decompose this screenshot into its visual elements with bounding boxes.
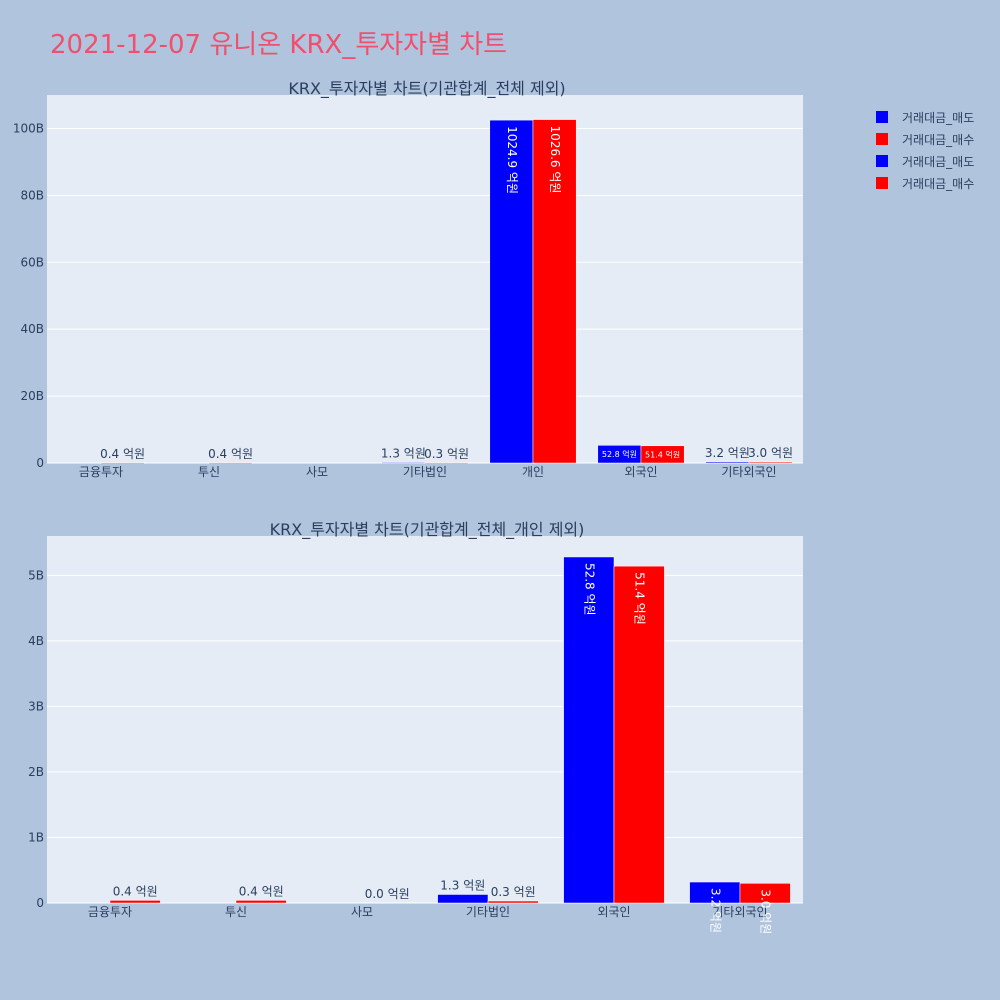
page-title: 2021-12-07 유니온 KRX_투자자별 차트 bbox=[50, 30, 508, 60]
legend-swatch bbox=[876, 155, 888, 167]
chart-title: KRX_투자자별 차트(기관합계_전체 제외) bbox=[288, 79, 565, 99]
legend-item[interactable]: 거래대금_매도 bbox=[876, 150, 974, 172]
legend-label: 거래대금_매도 bbox=[902, 110, 975, 125]
data-label: 52.8 억원 bbox=[602, 449, 637, 459]
x-tick-label: 외국인 bbox=[624, 465, 657, 479]
legend-label: 거래대금_매도 bbox=[902, 154, 975, 169]
legend-swatch bbox=[876, 177, 888, 189]
x-tick-label: 투신 bbox=[225, 905, 247, 919]
data-label: 0.4 억원 bbox=[100, 447, 145, 461]
data-label: 0.4 억원 bbox=[113, 884, 158, 898]
x-tick-label: 사모 bbox=[306, 465, 328, 479]
y-tick-label: 80B bbox=[20, 188, 44, 202]
bar bbox=[739, 883, 791, 904]
y-tick-label: 0 bbox=[36, 896, 44, 910]
data-label: 3.2 억원 bbox=[708, 888, 722, 933]
y-tick-label: 2B bbox=[28, 765, 44, 779]
data-label: 3.2 억원 bbox=[705, 446, 750, 460]
x-tick-label: 기타외국인 bbox=[721, 465, 776, 479]
x-tick-label: 금융투자 bbox=[88, 905, 132, 919]
legend-label: 거래대금_매수 bbox=[902, 132, 975, 147]
data-label: 0.3 억원 bbox=[491, 885, 536, 899]
x-tick-label: 사모 bbox=[351, 905, 373, 919]
x-tick-label: 투신 bbox=[198, 465, 220, 479]
plot-area bbox=[47, 536, 803, 903]
data-label: 51.4 억원 bbox=[645, 449, 680, 459]
data-label: 0.3 억원 bbox=[424, 447, 469, 461]
bar bbox=[424, 462, 469, 464]
data-label: 1.3 억원 bbox=[440, 878, 485, 892]
y-tick-label: 0 bbox=[36, 456, 44, 470]
y-tick-label: 20B bbox=[20, 389, 44, 403]
bar bbox=[235, 900, 287, 904]
data-label: 3.0 억원 bbox=[748, 446, 793, 460]
bar bbox=[748, 461, 793, 464]
x-tick-label: 기타법인 bbox=[466, 905, 510, 919]
legend-label: 거래대금_매수 bbox=[902, 176, 975, 191]
bar bbox=[100, 462, 145, 464]
x-tick-label: 기타외국인 bbox=[712, 905, 767, 919]
y-tick-label: 5B bbox=[28, 568, 44, 582]
data-label: 52.8 억원 bbox=[582, 563, 596, 616]
bar bbox=[109, 900, 161, 904]
x-tick-label: 금융투자 bbox=[79, 465, 123, 479]
y-tick-label: 60B bbox=[20, 255, 44, 269]
data-label: 1026.6 억원 bbox=[548, 126, 562, 194]
legend-item[interactable]: 거래대금_매수 bbox=[876, 128, 974, 150]
data-label: 3.0 억원 bbox=[759, 889, 773, 934]
x-tick-label: 개인 bbox=[522, 465, 544, 479]
x-tick-label: 외국인 bbox=[597, 905, 630, 919]
chart-title: KRX_투자자별 차트(기관합계_전체_개인 제외) bbox=[270, 520, 585, 540]
bar bbox=[437, 894, 489, 904]
data-label: 0.4 억원 bbox=[239, 884, 284, 898]
bar bbox=[705, 461, 750, 464]
data-label: 0.4 억원 bbox=[208, 447, 253, 461]
bar bbox=[532, 119, 577, 464]
legend-item[interactable]: 거래대금_매도 bbox=[876, 106, 974, 128]
bar bbox=[381, 462, 426, 464]
legend-swatch bbox=[876, 133, 888, 145]
x-tick-label: 기타법인 bbox=[403, 465, 447, 479]
data-label: 0.0 억원 bbox=[365, 887, 410, 901]
bar bbox=[487, 900, 539, 904]
data-label: 51.4 억원 bbox=[633, 572, 647, 625]
bar bbox=[563, 556, 615, 904]
bar bbox=[640, 445, 685, 464]
data-label: 1024.9 억원 bbox=[505, 126, 519, 194]
legend: 거래대금_매도 거래대금_매수 거래대금_매도 거래대금_매수 bbox=[876, 106, 974, 194]
plot-area bbox=[47, 95, 803, 463]
legend-item[interactable]: 거래대금_매수 bbox=[876, 172, 974, 194]
y-tick-label: 3B bbox=[28, 699, 44, 713]
y-tick-label: 40B bbox=[20, 322, 44, 336]
bar bbox=[208, 462, 253, 464]
y-tick-label: 4B bbox=[28, 634, 44, 648]
data-label: 1.3 억원 bbox=[381, 447, 426, 461]
y-tick-label: 1B bbox=[28, 830, 44, 844]
y-tick-label: 100B bbox=[13, 121, 44, 135]
bar bbox=[613, 565, 665, 904]
legend-swatch bbox=[876, 111, 888, 123]
